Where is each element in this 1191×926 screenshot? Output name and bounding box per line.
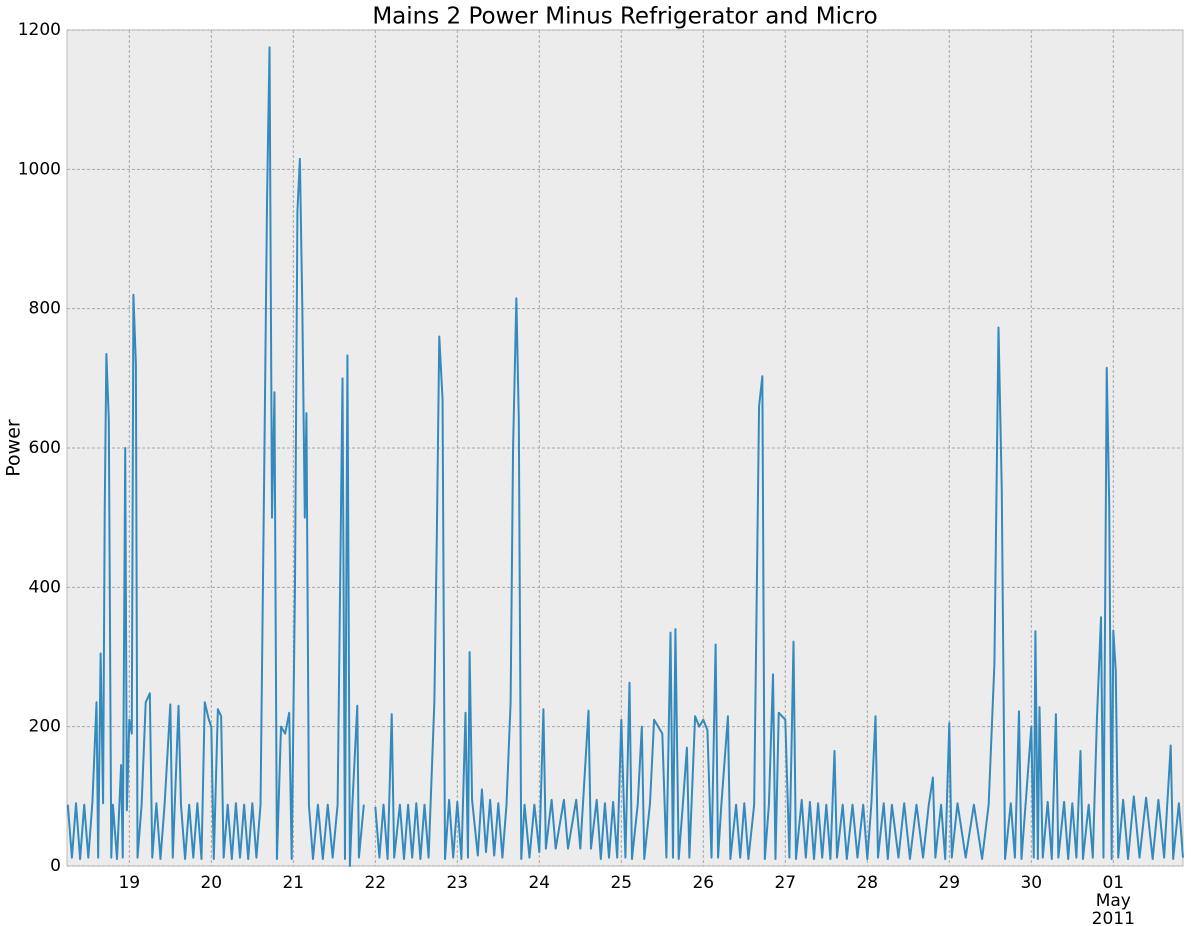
x-tick-label: 01 [1102,873,1124,893]
x-tick-label: 29 [938,873,960,893]
y-tick-label: 1000 [18,159,61,179]
y-tick-label: 600 [29,438,61,458]
x-tick-label: 19 [118,873,140,893]
line-series [374,297,1184,861]
y-tick-label: 800 [29,299,61,319]
y-tick-label: 1200 [18,20,61,40]
y-tick-label: 200 [29,717,61,737]
x-tick-year: 2011 [1092,909,1135,926]
x-tick-label: 27 [774,873,796,893]
x-tick-label: 30 [1020,873,1042,893]
x-tick-label: 23 [446,873,468,893]
x-tick-label: 22 [364,873,386,893]
x-tick-label: 24 [528,873,550,893]
y-tick-label: 400 [29,577,61,597]
x-tick-label: 25 [610,873,632,893]
x-tick-label: 26 [692,873,714,893]
y-tick-label: 0 [50,856,61,876]
y-axis-label: Power [3,419,25,477]
x-tick-label: 28 [856,873,878,893]
x-tick-label: 20 [200,873,222,893]
chart-title: Mains 2 Power Minus Refrigerator and Mic… [372,4,877,30]
line-series [66,46,365,867]
x-tick-label: 21 [282,873,304,893]
x-tick-month: May [1096,891,1131,911]
